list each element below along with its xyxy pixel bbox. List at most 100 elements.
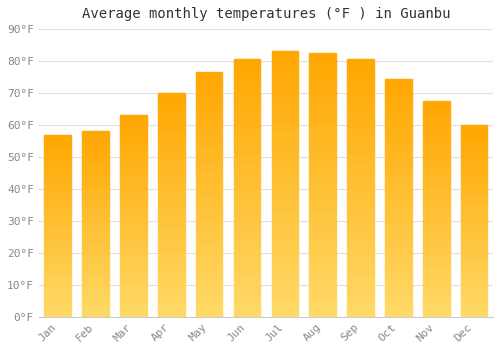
Bar xyxy=(158,265,184,272)
Bar xyxy=(44,286,71,293)
Bar xyxy=(82,181,109,187)
Bar xyxy=(120,216,146,223)
Bar xyxy=(44,165,71,171)
Bar xyxy=(310,150,336,159)
Bar xyxy=(120,116,146,317)
Bar xyxy=(385,94,411,103)
Bar xyxy=(158,93,184,100)
Bar xyxy=(82,193,109,199)
Bar xyxy=(348,282,374,291)
Bar xyxy=(348,205,374,214)
Bar xyxy=(461,125,487,131)
Bar xyxy=(234,274,260,282)
Bar xyxy=(272,131,298,140)
Bar xyxy=(385,293,411,301)
Bar xyxy=(234,300,260,308)
Bar xyxy=(120,189,146,196)
Bar xyxy=(120,169,146,176)
Bar xyxy=(272,211,298,219)
Bar xyxy=(423,137,450,144)
Bar xyxy=(158,93,184,317)
Bar xyxy=(196,301,222,309)
Bar xyxy=(82,150,109,156)
Bar xyxy=(82,199,109,205)
Bar xyxy=(120,176,146,182)
Bar xyxy=(423,245,450,252)
Bar xyxy=(196,170,222,178)
Bar xyxy=(310,53,336,62)
Bar xyxy=(234,68,260,77)
Bar xyxy=(385,230,411,237)
Bar xyxy=(385,261,411,269)
Bar xyxy=(310,273,336,282)
Bar xyxy=(158,130,184,138)
Bar xyxy=(196,178,222,186)
Bar xyxy=(234,248,260,257)
Bar xyxy=(196,72,222,80)
Bar xyxy=(44,177,71,183)
Bar xyxy=(196,284,222,292)
Bar xyxy=(461,304,487,310)
Bar xyxy=(310,167,336,176)
Bar xyxy=(385,158,411,166)
Bar xyxy=(120,236,146,243)
Bar xyxy=(348,231,374,240)
Bar xyxy=(234,257,260,265)
Bar xyxy=(44,214,71,219)
Bar xyxy=(82,175,109,181)
Bar xyxy=(348,240,374,248)
Bar xyxy=(82,218,109,224)
Bar xyxy=(82,212,109,218)
Bar xyxy=(385,150,411,158)
Bar xyxy=(158,280,184,287)
Bar xyxy=(310,290,336,299)
Bar xyxy=(348,111,374,119)
Bar xyxy=(196,309,222,317)
Bar xyxy=(44,171,71,177)
Bar xyxy=(120,276,146,283)
Bar xyxy=(120,223,146,230)
Bar xyxy=(461,253,487,259)
Bar xyxy=(310,246,336,255)
Bar xyxy=(310,88,336,97)
Bar xyxy=(44,280,71,286)
Bar xyxy=(385,269,411,277)
Bar xyxy=(44,183,71,189)
Bar xyxy=(120,303,146,310)
Bar xyxy=(423,295,450,302)
Bar xyxy=(461,310,487,317)
Bar xyxy=(423,202,450,209)
Bar xyxy=(310,123,336,132)
Bar xyxy=(234,102,260,111)
Bar xyxy=(310,132,336,141)
Bar xyxy=(158,205,184,212)
Bar xyxy=(423,101,450,108)
Bar xyxy=(234,94,260,102)
Bar xyxy=(120,270,146,276)
Bar xyxy=(196,121,222,129)
Bar xyxy=(44,159,71,165)
Bar xyxy=(385,79,411,86)
Bar xyxy=(385,301,411,309)
Bar xyxy=(196,97,222,105)
Bar xyxy=(385,182,411,190)
Bar xyxy=(196,80,222,89)
Bar xyxy=(158,190,184,197)
Bar xyxy=(423,209,450,216)
Bar xyxy=(196,260,222,268)
Bar xyxy=(196,203,222,211)
Bar xyxy=(234,60,260,68)
Bar xyxy=(423,238,450,245)
Bar xyxy=(82,261,109,267)
Bar xyxy=(310,114,336,123)
Bar xyxy=(385,214,411,222)
Bar xyxy=(120,290,146,297)
Bar xyxy=(272,202,298,211)
Bar xyxy=(82,131,109,138)
Bar xyxy=(234,60,260,317)
Bar xyxy=(234,111,260,119)
Bar xyxy=(196,292,222,301)
Bar xyxy=(385,285,411,293)
Bar xyxy=(461,176,487,182)
Bar xyxy=(44,153,71,159)
